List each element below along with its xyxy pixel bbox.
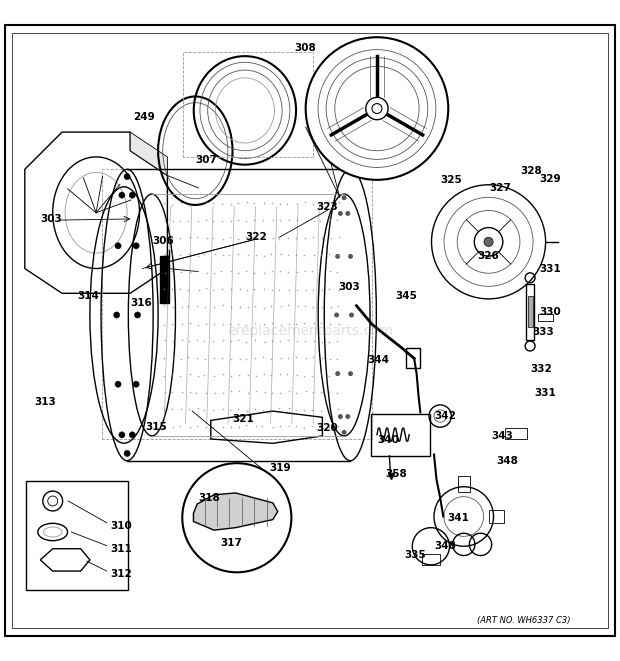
Text: 329: 329 [539,175,561,184]
Text: 325: 325 [440,175,462,186]
Text: 332: 332 [530,364,552,374]
Circle shape [119,192,125,198]
Text: 318: 318 [198,493,220,503]
Text: 344: 344 [367,355,389,365]
Bar [489,510,504,523]
Circle shape [348,254,353,259]
Text: 307: 307 [195,155,217,165]
Text: 341: 341 [448,513,469,523]
Text: ereplacementparts.com: ereplacementparts.com [227,323,393,338]
Circle shape [366,97,388,120]
Text: 321: 321 [232,414,254,424]
Circle shape [133,381,140,387]
Circle shape [119,432,125,438]
Circle shape [129,432,135,438]
Text: 314: 314 [78,292,99,301]
Text: 249: 249 [133,112,155,122]
Text: 313: 313 [34,397,56,407]
Text: 319: 319 [270,463,291,473]
Text: 322: 322 [245,233,267,243]
Text: 345: 345 [396,292,417,301]
Text: 316: 316 [130,297,152,307]
Circle shape [349,313,354,317]
Circle shape [342,195,347,200]
Text: 320: 320 [316,423,338,433]
Circle shape [338,211,343,216]
Circle shape [182,463,291,572]
Circle shape [345,211,350,216]
Text: 335: 335 [404,550,426,560]
Text: 312: 312 [110,568,132,578]
Bar [160,256,169,303]
Text: 330: 330 [539,307,561,317]
Text: 328: 328 [521,165,542,176]
Circle shape [306,37,448,180]
Circle shape [338,414,343,419]
Circle shape [115,243,121,249]
Circle shape [334,313,339,317]
Circle shape [342,430,347,435]
Text: 348: 348 [434,541,456,551]
Text: 317: 317 [220,537,242,547]
Polygon shape [130,132,167,176]
Circle shape [124,450,130,457]
Text: 331: 331 [534,387,556,397]
Text: 348: 348 [496,455,518,466]
Circle shape [135,312,141,318]
Bar [505,428,527,439]
Text: 331: 331 [539,264,561,274]
Text: 303: 303 [40,214,62,224]
Text: 311: 311 [110,544,132,554]
Text: 343: 343 [491,431,513,441]
Circle shape [133,243,140,249]
Circle shape [335,254,340,259]
Circle shape [113,312,120,318]
Bar [26,481,128,590]
Circle shape [345,414,350,419]
Text: 323: 323 [316,202,338,212]
Text: 326: 326 [477,251,499,261]
Bar [422,554,440,565]
Circle shape [124,173,130,180]
Polygon shape [193,493,278,530]
Text: 358: 358 [386,469,407,479]
Text: 333: 333 [532,327,554,337]
Bar [371,414,430,455]
Text: 315: 315 [146,422,167,432]
Text: 342: 342 [434,411,456,421]
Text: 303: 303 [338,282,360,292]
Circle shape [335,371,340,376]
Text: 308: 308 [294,44,316,54]
Bar [458,476,470,492]
Text: 327: 327 [490,183,511,193]
Circle shape [115,381,121,387]
Circle shape [129,192,135,198]
Text: (ART NO. WH6337 C3): (ART NO. WH6337 C3) [477,616,570,625]
Circle shape [484,237,493,247]
Bar [538,314,553,321]
Circle shape [348,371,353,376]
Text: 340: 340 [377,435,399,446]
Text: 310: 310 [110,521,132,531]
Bar [528,296,533,327]
Bar [406,348,420,368]
Text: 306: 306 [152,235,174,246]
Bar [526,284,534,340]
